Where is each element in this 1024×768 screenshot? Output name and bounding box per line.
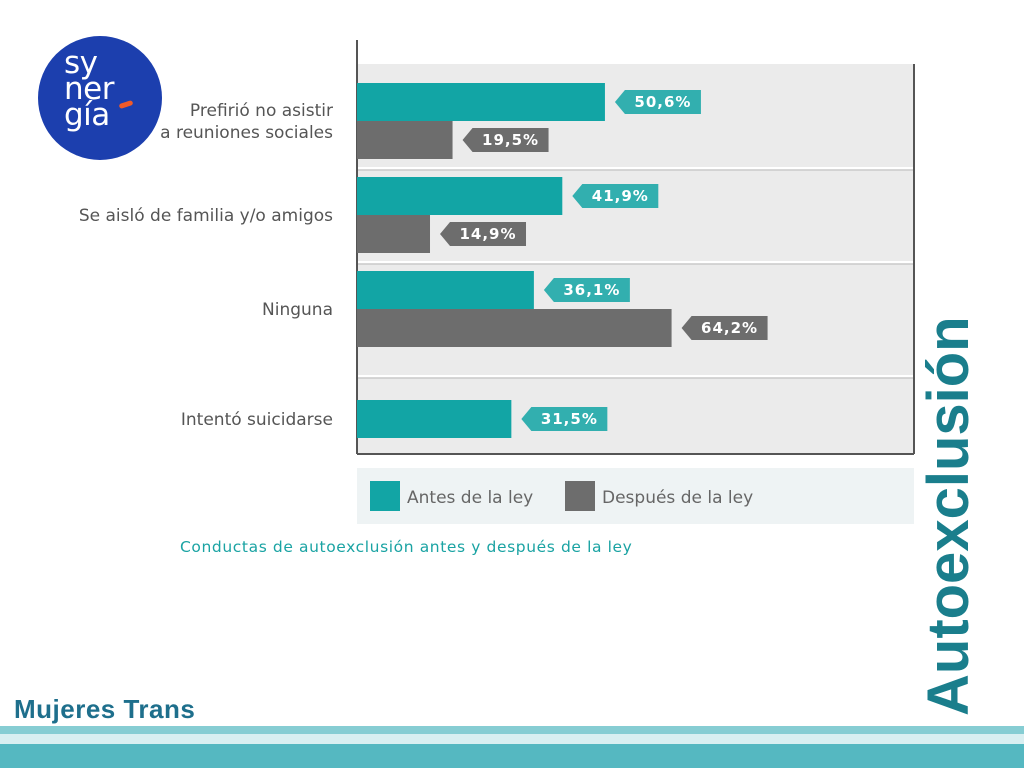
group-separator-gap (357, 167, 914, 170)
footer-stripe (0, 744, 1024, 768)
logo-line: sy (64, 45, 98, 81)
legend-label: Después de la ley (602, 488, 753, 508)
bar (357, 83, 605, 121)
synergia-logo: sy ner gía (38, 36, 162, 160)
footer-stripe (0, 734, 1024, 744)
data-label-tag (521, 407, 608, 431)
data-label: 14,9% (459, 225, 516, 243)
legend-swatch (370, 481, 400, 511)
chart-title: Conductas de autoexclusión antes y despu… (180, 538, 633, 556)
data-label-tag (681, 316, 768, 340)
bar (357, 271, 534, 309)
data-label-tag (440, 222, 527, 246)
category-label: Prefirió no asistir (190, 101, 333, 121)
category-label: a reuniones sociales (160, 123, 333, 143)
data-label: 19,5% (482, 131, 539, 149)
category-label: Ninguna (262, 300, 333, 320)
data-label: 50,6% (634, 93, 691, 111)
legend-label: Antes de la ley (407, 488, 533, 508)
bar (357, 309, 672, 347)
bar (357, 177, 563, 215)
side-title: Autoexclusión (916, 316, 981, 716)
group-separator-gap (357, 375, 914, 378)
bar (357, 121, 453, 159)
data-label: 36,1% (563, 281, 620, 299)
data-label-tag (462, 128, 549, 152)
legend-box (357, 468, 914, 524)
group-separator-gap (357, 261, 914, 264)
category-label: Se aisló de familia y/o amigos (79, 206, 333, 226)
category-label: Intentó suicidarse (181, 410, 333, 430)
logo-line: ner (64, 71, 114, 107)
footer-title: Mujeres Trans (14, 694, 196, 724)
footer-stripe (0, 726, 1024, 734)
data-label: 41,9% (592, 187, 649, 205)
data-label: 31,5% (541, 410, 598, 428)
bar (357, 215, 431, 253)
logo-wordmark: sy ner gía (64, 45, 154, 133)
data-label-tag (543, 278, 630, 302)
bar (357, 400, 512, 438)
logo-line: gía (64, 97, 110, 133)
data-label-tag (614, 90, 701, 114)
legend-swatch (565, 481, 595, 511)
data-label: 64,2% (701, 319, 758, 337)
data-label-tag (572, 184, 659, 208)
